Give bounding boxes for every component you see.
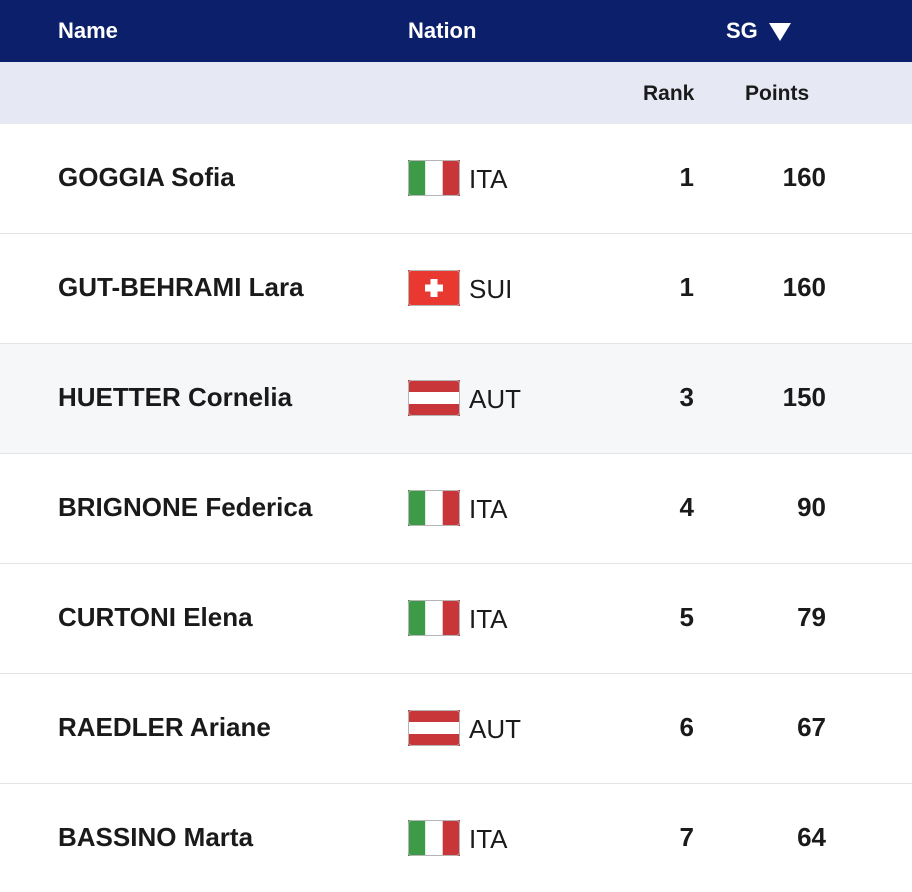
flag (408, 270, 460, 306)
sg-header[interactable]: SG (726, 18, 758, 43)
athlete-name: GOGGIA Sofia (58, 162, 235, 192)
rank: 1 (679, 162, 694, 192)
rank: 6 (679, 712, 694, 742)
sort-arrow[interactable] (768, 22, 792, 42)
nation-code: AUT (469, 714, 521, 744)
points: 90 (797, 492, 826, 522)
table-row[interactable]: GOGGIA Sofia ITA 1 160 (0, 124, 912, 234)
table-row[interactable]: BASSINO Marta ITA 7 64 (0, 784, 912, 892)
subheader-bar: Rank Points (0, 62, 912, 124)
nation-code: SUI (469, 274, 513, 304)
athlete-name: BRIGNONE Federica (58, 492, 313, 522)
athlete-name: BASSINO Marta (58, 822, 254, 852)
rank: 4 (679, 492, 694, 522)
flag (408, 710, 460, 746)
athlete-name: GUT-BEHRAMI Lara (58, 272, 304, 302)
points-header: Points (745, 82, 810, 105)
points: 67 (797, 712, 826, 742)
rank: 1 (679, 272, 694, 302)
flag (408, 490, 460, 526)
points: 160 (782, 272, 826, 302)
flag (408, 820, 460, 856)
flag (408, 380, 460, 416)
flag (408, 600, 460, 636)
points: 160 (782, 162, 826, 192)
athlete-name: RAEDLER Ariane (58, 712, 271, 742)
rank: 3 (679, 382, 694, 412)
athlete-name: HUETTER Cornelia (58, 382, 293, 412)
table-row[interactable]: CURTONI Elena ITA 5 79 (0, 564, 912, 674)
nation-code: ITA (469, 164, 508, 194)
name-header[interactable]: Name (58, 18, 118, 43)
rank-header: Rank (643, 82, 695, 105)
points: 150 (782, 382, 826, 412)
points: 64 (797, 822, 826, 852)
table-row[interactable]: GUT-BEHRAMI Lara SUI 1 160 (0, 234, 912, 344)
nation-code: ITA (469, 494, 508, 524)
points: 79 (797, 602, 826, 632)
header-bar: Name Nation SG (0, 0, 912, 62)
rank: 7 (679, 822, 694, 852)
rank: 5 (679, 602, 694, 632)
table-row[interactable]: BRIGNONE Federica ITA 4 90 (0, 454, 912, 564)
nation-code: AUT (469, 384, 521, 414)
nation-code: ITA (469, 824, 508, 854)
athlete-name: CURTONI Elena (58, 602, 253, 632)
nation-header[interactable]: Nation (408, 18, 477, 43)
flag (408, 160, 460, 196)
table-row[interactable]: HUETTER Cornelia AUT 3 150 (0, 344, 912, 454)
nation-code: ITA (469, 604, 508, 634)
table-row[interactable]: RAEDLER Ariane AUT 6 67 (0, 674, 912, 784)
